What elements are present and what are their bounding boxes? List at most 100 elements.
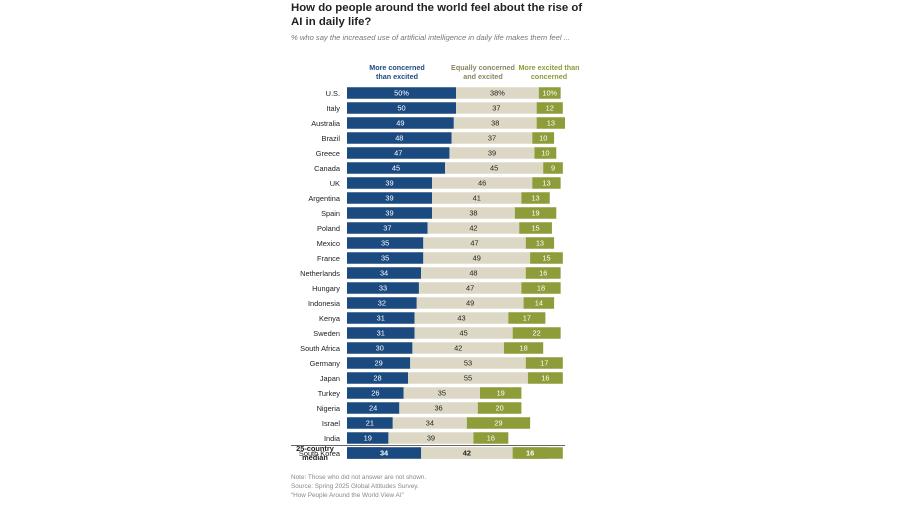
value-label: 39: [488, 149, 496, 158]
category-label: South Africa: [300, 343, 340, 353]
value-label: 34: [380, 449, 389, 458]
bar-segment: [347, 207, 433, 219]
category-label: Argentina: [308, 193, 340, 203]
bar-segment: [347, 282, 419, 294]
value-label: 26: [371, 389, 379, 398]
bar-segment: [525, 237, 555, 249]
bar-segment: [519, 222, 552, 234]
value-label: 29: [494, 419, 502, 428]
value-label: 47: [466, 284, 474, 293]
value-label: 32: [378, 299, 386, 308]
bar-segment: [432, 192, 522, 204]
value-label: 24: [369, 404, 377, 413]
bar-segment: [521, 282, 561, 294]
bar-segment: [347, 147, 450, 159]
category-label: Canada: [314, 163, 340, 173]
bar-segment: [347, 222, 428, 234]
value-label: 42: [463, 449, 471, 458]
value-label: 31: [377, 329, 385, 338]
value-label: 13: [536, 239, 544, 248]
bar-segment: [347, 297, 417, 309]
bar-segment: [347, 417, 393, 429]
value-label: 15: [542, 254, 550, 263]
bar-segment: [521, 192, 550, 204]
note: Note: Those who did not answer are not s…: [291, 474, 427, 481]
category-label: India: [323, 433, 340, 443]
value-label: 35: [381, 254, 389, 263]
value-label: 13: [531, 194, 539, 203]
value-label: 46: [478, 179, 486, 188]
bar-segment: [445, 162, 544, 174]
bar-segment: [532, 132, 555, 144]
value-label: 42: [469, 224, 477, 233]
value-label: 50: [397, 104, 405, 113]
value-label: 18: [537, 284, 545, 293]
value-label: 16: [526, 449, 534, 458]
bar-segment: [473, 432, 509, 444]
bar-segment: [536, 117, 565, 129]
source: Source: Spring 2025 Global Attitudes Sur…: [291, 483, 419, 490]
bar-segment: [414, 327, 513, 339]
category-label: Germany: [309, 358, 340, 368]
value-label: 9: [551, 164, 555, 173]
category-label: Italy: [326, 103, 340, 113]
category-label: UK: [329, 178, 340, 188]
value-label: 16: [541, 374, 549, 383]
bar-segment: [536, 102, 563, 114]
bar-segment: [503, 342, 544, 354]
value-label: 38: [469, 209, 477, 218]
category-label: Israel: [321, 418, 340, 428]
value-label: 12: [546, 104, 554, 113]
chart-title: How do people around the world feel abou…: [291, 2, 583, 28]
bar-segment: [347, 162, 446, 174]
bar-segment: [451, 132, 533, 144]
value-label: 48: [395, 134, 403, 143]
bar-segment: [512, 327, 561, 339]
value-label: 41: [473, 194, 481, 203]
bar-segment: [347, 87, 456, 99]
bar-segment: [347, 252, 424, 264]
bar-segment: [423, 237, 526, 249]
bar-segment: [432, 177, 533, 189]
bar-segment: [412, 342, 504, 354]
bar-segment: [523, 297, 555, 309]
bar-segment: [347, 237, 424, 249]
bar-segment: [403, 387, 480, 399]
bar-segment: [453, 117, 537, 129]
bar-segment: [388, 432, 474, 444]
category-label: Spain: [321, 208, 340, 218]
value-label: 21: [366, 419, 374, 428]
legend-label: Equally concerned and excited: [451, 63, 515, 81]
category-label: 25-country median: [296, 444, 334, 462]
bar-segment: [418, 282, 522, 294]
bar-segment: [399, 402, 478, 414]
value-label: 29: [374, 359, 382, 368]
value-label: 10: [539, 134, 547, 143]
chart-subtitle: % who say the increased use of artificia…: [291, 33, 570, 42]
category-label: Greece: [315, 148, 340, 158]
value-label: 38: [491, 119, 499, 128]
bar-segment: [347, 327, 415, 339]
value-label: 50%: [394, 89, 409, 98]
value-label: 49: [473, 254, 481, 263]
value-label: 45: [392, 164, 400, 173]
category-label: South Korea: [298, 448, 340, 458]
value-label: 49: [466, 299, 474, 308]
value-label: 28: [373, 374, 381, 383]
value-label: 47: [394, 149, 402, 158]
category-label: Japan: [319, 373, 340, 383]
value-label: 19: [531, 209, 539, 218]
value-label: 37: [488, 134, 496, 143]
bar-segment: [456, 102, 537, 114]
bar-segment: [347, 177, 433, 189]
bar-segment: [392, 417, 467, 429]
bar-segment: [525, 357, 563, 369]
bar-segment: [538, 87, 561, 99]
value-label: 34: [426, 419, 434, 428]
value-label: 13: [547, 119, 555, 128]
value-label: 42: [454, 344, 462, 353]
category-label: Nigeria: [316, 403, 340, 413]
bar-segment: [347, 312, 415, 324]
